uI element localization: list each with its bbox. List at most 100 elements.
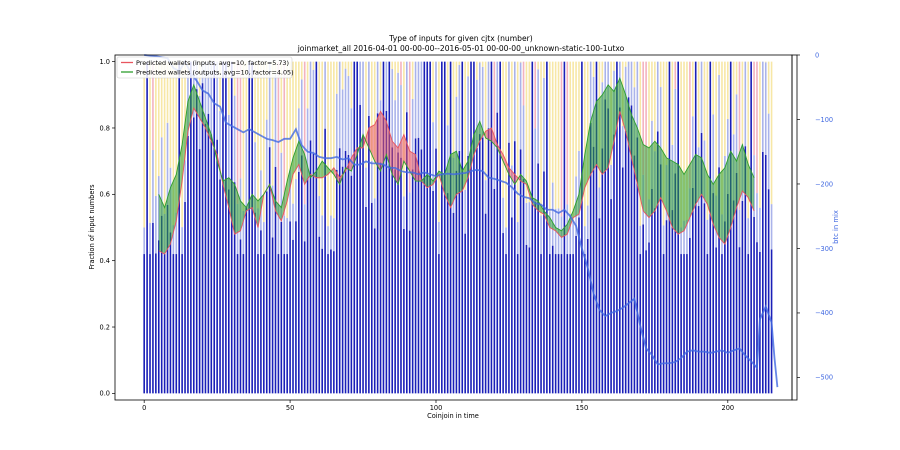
bar-low (581, 61, 583, 394)
bar-low (251, 61, 253, 394)
bar-low (408, 230, 411, 394)
bar-low (473, 61, 475, 394)
bar-high (403, 61, 405, 197)
bar-mid (493, 140, 496, 189)
bar-low (271, 237, 274, 394)
legend-box (116, 56, 293, 79)
bar-low (300, 155, 303, 394)
bar-high (391, 61, 394, 70)
bar-mid (175, 212, 178, 255)
series-fill (561, 224, 568, 238)
bar-low (528, 247, 531, 394)
bar-mid (289, 169, 291, 222)
bar-mid (662, 225, 665, 255)
bar-mid (286, 218, 288, 255)
series-fill (380, 111, 387, 172)
bar-high (347, 61, 350, 77)
bar-mid (350, 108, 353, 176)
bar-high (511, 61, 513, 166)
bar-high (674, 61, 677, 89)
bar-low (429, 61, 431, 394)
bar-mid (706, 219, 709, 255)
bar-high (341, 61, 344, 90)
bar-mid (406, 61, 408, 113)
bar-mid (747, 218, 750, 255)
bar-low (230, 61, 233, 394)
bar-low (338, 148, 341, 394)
bar-high (642, 61, 644, 175)
bar-low (236, 254, 239, 394)
bar-high (321, 61, 323, 216)
bar-high (295, 61, 297, 180)
bar-low (654, 208, 656, 394)
bar-low (213, 61, 216, 394)
bar-low (668, 61, 671, 394)
bar-mid (277, 204, 280, 255)
bar-mid (659, 87, 662, 165)
bar-mid (432, 122, 434, 191)
bar-high (537, 61, 539, 70)
bar-low (146, 61, 148, 394)
bar-low (540, 254, 542, 394)
bar-high (175, 61, 178, 213)
bar-low (753, 216, 755, 394)
bar-low (359, 104, 361, 394)
bar-low (219, 179, 221, 394)
series-fill (281, 181, 288, 221)
bar-low (435, 148, 437, 394)
bar-low (464, 233, 466, 394)
bar-low (621, 167, 624, 394)
bar-mid (548, 211, 551, 255)
bar-low (181, 254, 183, 394)
y-tick-label: 0.8 (100, 124, 111, 132)
y-tick-label: 0.4 (100, 257, 111, 265)
bar-low (303, 241, 306, 394)
series-fill (468, 134, 474, 178)
bar-mid (265, 119, 268, 192)
bar-mid (347, 76, 350, 155)
bar-low (344, 150, 347, 394)
bar-low (645, 250, 647, 394)
series-fill (205, 118, 212, 142)
bar-low (589, 122, 592, 394)
series-fill (602, 84, 609, 175)
bar-low (149, 254, 151, 394)
bar-low (499, 61, 501, 394)
bar-low (627, 97, 630, 394)
bar-mid (411, 99, 414, 170)
series-fill (158, 194, 165, 255)
bar-high (569, 61, 572, 214)
bar-low (756, 242, 758, 394)
bar-high (584, 61, 586, 227)
bar-mid (540, 215, 542, 255)
bar-low (333, 251, 335, 394)
bar-low (656, 131, 659, 394)
legend-label-outputs: Predicted wallets (outputs, avg=10, fact… (136, 68, 294, 76)
bar-low (633, 155, 636, 394)
series-fill (730, 151, 737, 228)
bar-high (370, 61, 373, 161)
bar-mid (233, 95, 236, 183)
bar-low (484, 213, 487, 394)
bar-high (732, 61, 735, 135)
bar-low (222, 61, 224, 394)
bar-low (449, 61, 452, 394)
bar-mid (330, 215, 332, 250)
bar-mid (268, 61, 271, 148)
x-tick-label: 0 (142, 404, 146, 412)
bar-high (271, 61, 274, 186)
bar-mid (338, 61, 341, 149)
bar-low (295, 221, 297, 394)
bar-low (379, 162, 382, 394)
bar-high (155, 61, 157, 196)
bar-low (496, 112, 499, 394)
chart-subtitle: joinmarket_all 2016-04-01 00-00-00--2016… (297, 44, 625, 53)
bar-high (764, 61, 767, 63)
y2-tick-label: −100 (815, 116, 833, 124)
bar-mid (636, 61, 639, 138)
bar-low (619, 107, 621, 394)
bar-mid (598, 187, 601, 219)
bar-mid (700, 61, 703, 133)
bar-low (417, 137, 420, 394)
bar-high (706, 61, 709, 220)
